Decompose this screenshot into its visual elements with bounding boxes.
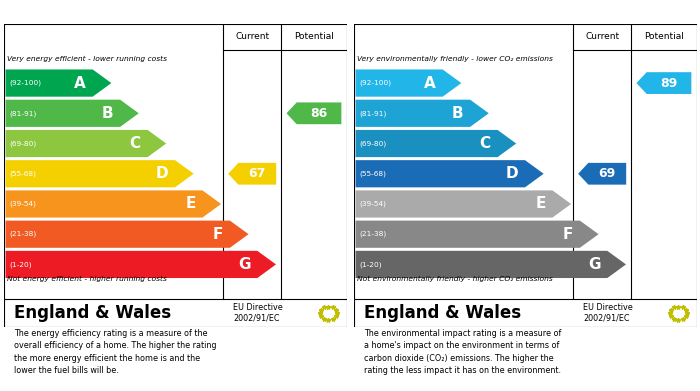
Text: G: G [238, 257, 251, 272]
Text: EU Directive
2002/91/EC: EU Directive 2002/91/EC [583, 303, 633, 323]
Text: England & Wales: England & Wales [14, 304, 171, 322]
Text: (21-38): (21-38) [360, 231, 387, 237]
Text: 89: 89 [660, 77, 678, 90]
Text: F: F [563, 227, 573, 242]
Text: (92-100): (92-100) [10, 80, 42, 86]
Text: Not energy efficient - higher running costs: Not energy efficient - higher running co… [7, 276, 167, 282]
Text: (39-54): (39-54) [360, 201, 386, 207]
Text: B: B [102, 106, 113, 121]
Text: A: A [74, 75, 86, 91]
Text: (1-20): (1-20) [10, 261, 32, 268]
Text: Current: Current [585, 32, 620, 41]
Polygon shape [6, 160, 194, 187]
Polygon shape [356, 190, 571, 217]
Polygon shape [356, 70, 461, 97]
Text: D: D [505, 166, 518, 181]
Text: The energy efficiency rating is a measure of the
overall efficiency of a home. T: The energy efficiency rating is a measur… [14, 329, 216, 375]
Text: Current: Current [235, 32, 270, 41]
Polygon shape [6, 251, 276, 278]
Polygon shape [6, 190, 221, 217]
Polygon shape [356, 221, 598, 248]
Text: EU Directive
2002/91/EC: EU Directive 2002/91/EC [233, 303, 283, 323]
Text: (39-54): (39-54) [10, 201, 36, 207]
Text: Very environmentally friendly - lower CO₂ emissions: Very environmentally friendly - lower CO… [357, 56, 553, 62]
Text: C: C [480, 136, 491, 151]
Polygon shape [6, 100, 139, 127]
Text: Very energy efficient - lower running costs: Very energy efficient - lower running co… [7, 56, 167, 62]
Text: A: A [424, 75, 436, 91]
Polygon shape [286, 102, 342, 124]
Text: Potential: Potential [294, 32, 334, 41]
Text: 86: 86 [310, 107, 328, 120]
Polygon shape [6, 130, 166, 157]
Text: (69-80): (69-80) [10, 140, 37, 147]
Text: (55-68): (55-68) [10, 170, 36, 177]
Polygon shape [578, 163, 626, 185]
Text: Potential: Potential [644, 32, 684, 41]
Text: C: C [130, 136, 141, 151]
Polygon shape [356, 100, 489, 127]
Text: (81-91): (81-91) [360, 110, 387, 117]
Polygon shape [356, 130, 516, 157]
Text: The environmental impact rating is a measure of
a home's impact on the environme: The environmental impact rating is a mea… [364, 329, 561, 375]
Polygon shape [228, 163, 276, 185]
Text: Not environmentally friendly - higher CO₂ emissions: Not environmentally friendly - higher CO… [357, 276, 553, 282]
Text: E: E [536, 196, 545, 212]
Text: Environmental Impact (CO₂) Rating: Environmental Impact (CO₂) Rating [358, 8, 578, 18]
Text: E: E [186, 196, 195, 212]
Text: (69-80): (69-80) [360, 140, 387, 147]
Text: (81-91): (81-91) [10, 110, 37, 117]
Polygon shape [6, 70, 111, 97]
Polygon shape [636, 72, 692, 94]
Text: (21-38): (21-38) [10, 231, 37, 237]
Text: B: B [452, 106, 463, 121]
Polygon shape [356, 160, 544, 187]
Text: D: D [155, 166, 168, 181]
Text: (92-100): (92-100) [360, 80, 392, 86]
Text: 67: 67 [248, 167, 266, 180]
Text: Energy Efficiency Rating: Energy Efficiency Rating [8, 8, 162, 18]
Polygon shape [356, 251, 626, 278]
Text: F: F [213, 227, 223, 242]
Text: G: G [588, 257, 601, 272]
Text: England & Wales: England & Wales [364, 304, 521, 322]
Text: 69: 69 [598, 167, 616, 180]
Text: (1-20): (1-20) [360, 261, 382, 268]
Polygon shape [6, 221, 248, 248]
Text: (55-68): (55-68) [360, 170, 386, 177]
